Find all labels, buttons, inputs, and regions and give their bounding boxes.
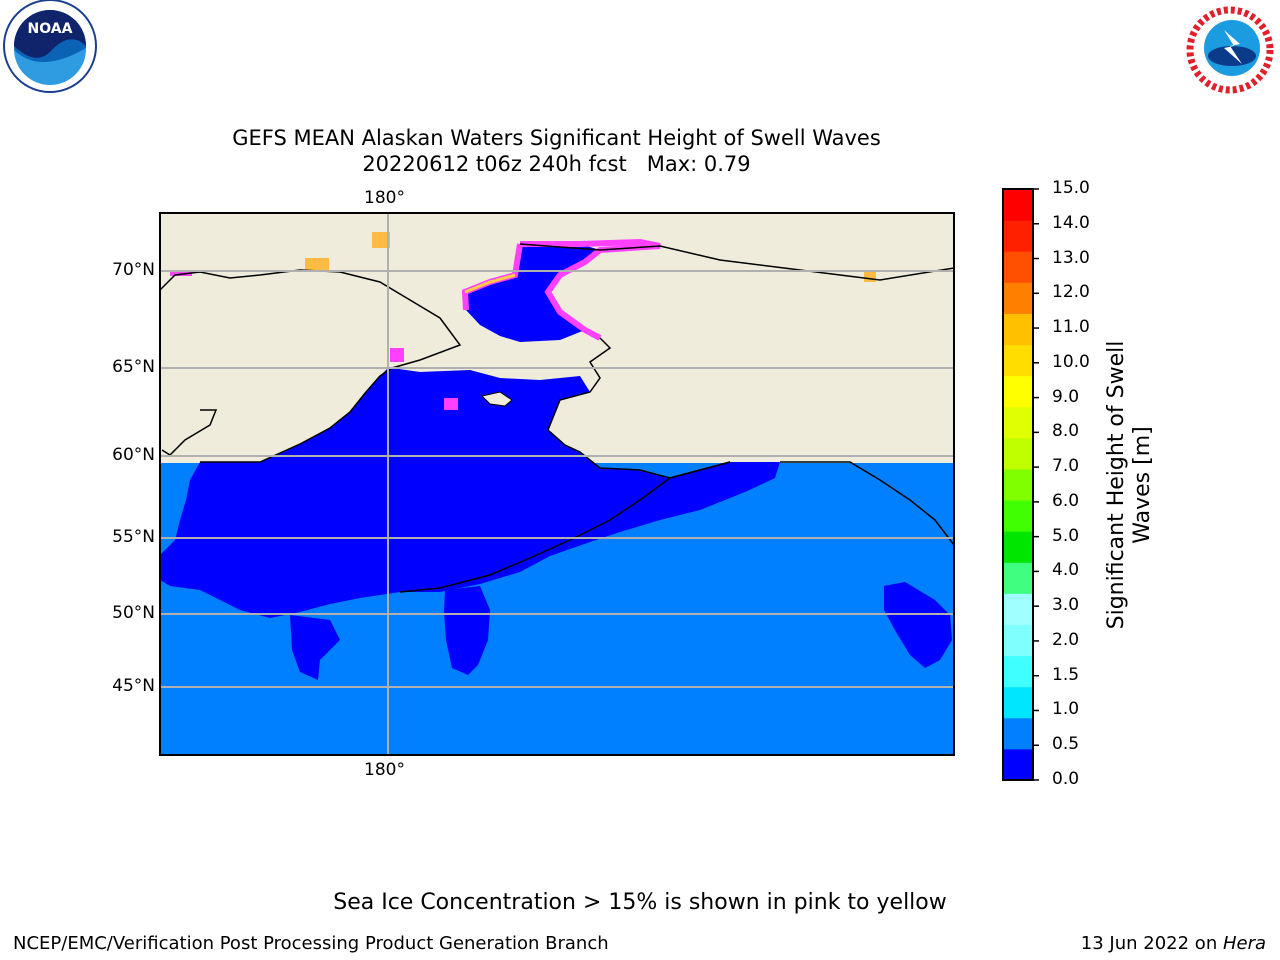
colorbar-frame xyxy=(1002,188,1034,781)
colorbar-tick-label: 0.0 xyxy=(1052,769,1080,789)
colorbar-segment xyxy=(1003,282,1033,314)
colorbar-tick-label: 1.5 xyxy=(1052,664,1080,685)
colorbar-segment xyxy=(1003,500,1033,532)
colorbar-tick-label: 14.0 xyxy=(1052,212,1090,233)
colorbar-segment xyxy=(1003,406,1033,439)
colorbar-tick-label: 13.0 xyxy=(1052,247,1090,268)
colorbar-segment xyxy=(1003,313,1033,346)
colorbar-segment xyxy=(1003,748,1033,781)
gulf-of-alaska-blue xyxy=(690,462,780,506)
colorbar-segment xyxy=(1003,468,1033,501)
colorbar-tick-label: 0.5 xyxy=(1052,734,1080,755)
footer-credit: NCEP/EMC/Verification Post Processing Pr… xyxy=(13,933,609,954)
colorbar-tick-label: 4.0 xyxy=(1052,560,1080,581)
colorbar-segment xyxy=(1003,562,1033,594)
colorbar-label: Significant Height of Swell Waves [m] xyxy=(1104,340,1155,630)
colorbar-segment xyxy=(1003,220,1033,252)
map-subtitle: 20220612 t06z 240h fcst Max: 0.79 xyxy=(362,152,751,176)
colorbar-tick-label: 12.0 xyxy=(1052,282,1090,303)
colorbar-tick-label: 8.0 xyxy=(1052,421,1080,442)
colorbar-tick-label: 9.0 xyxy=(1052,386,1080,407)
colorbar-segment xyxy=(1003,686,1033,719)
colorbar-tick-label: 5.0 xyxy=(1052,525,1080,546)
noaa-logo-text: NOAA xyxy=(28,21,73,37)
colorbar-tick-label: 3.0 xyxy=(1052,595,1080,616)
western-deep-blue xyxy=(290,615,340,680)
lat-label: 45°N xyxy=(112,676,155,696)
colorbar-segment xyxy=(1003,717,1033,750)
lon-label-top: 180° xyxy=(364,188,405,208)
colorbar-tick-label: 15.0 xyxy=(1052,178,1090,198)
lat-label: 65°N xyxy=(112,357,155,377)
footer-date: 13 Jun 2022 on Hera xyxy=(1080,933,1266,954)
colorbar-segment xyxy=(1003,593,1033,625)
colorbar-segment xyxy=(1003,251,1033,283)
graticule xyxy=(160,213,954,755)
colorbar-segment xyxy=(1003,531,1033,563)
colorbar-segment xyxy=(1003,655,1033,688)
lat-label: 60°N xyxy=(112,445,155,465)
lon-label-bottom: 180° xyxy=(364,760,405,780)
colorbar-segment xyxy=(1003,375,1033,408)
colorbar-segment xyxy=(1003,189,1033,221)
bering-sea-region xyxy=(160,368,780,618)
map-title: GEFS MEAN Alaskan Waters Significant Hei… xyxy=(232,126,881,150)
colorbar-tick-label: 11.0 xyxy=(1052,317,1090,338)
colorbar-tick-label: 1.0 xyxy=(1052,699,1080,720)
noaa-logo: NOAA xyxy=(3,0,97,93)
lat-label: 50°N xyxy=(112,603,155,623)
aleutian-deep-blue xyxy=(444,586,490,675)
footnote: Sea Ice Concentration > 15% is shown in … xyxy=(333,890,947,915)
colorbar-tick-label: 10.0 xyxy=(1052,351,1090,372)
colorbar-tick-label: 7.0 xyxy=(1052,456,1080,477)
colorbar-tick-label: 6.0 xyxy=(1052,490,1080,511)
map-frame xyxy=(159,212,955,756)
colorbar-tick-label: 2.0 xyxy=(1052,629,1080,650)
colorbar-segment xyxy=(1003,624,1033,657)
footer-machine: Hera xyxy=(1222,933,1266,954)
colorbar-segment xyxy=(1003,437,1033,470)
gulf-deep-blue xyxy=(884,582,952,668)
lat-label: 55°N xyxy=(112,527,155,547)
lat-label: 70°N xyxy=(112,260,155,280)
colorbar-segment xyxy=(1003,344,1033,377)
nws-logo xyxy=(1186,6,1274,94)
